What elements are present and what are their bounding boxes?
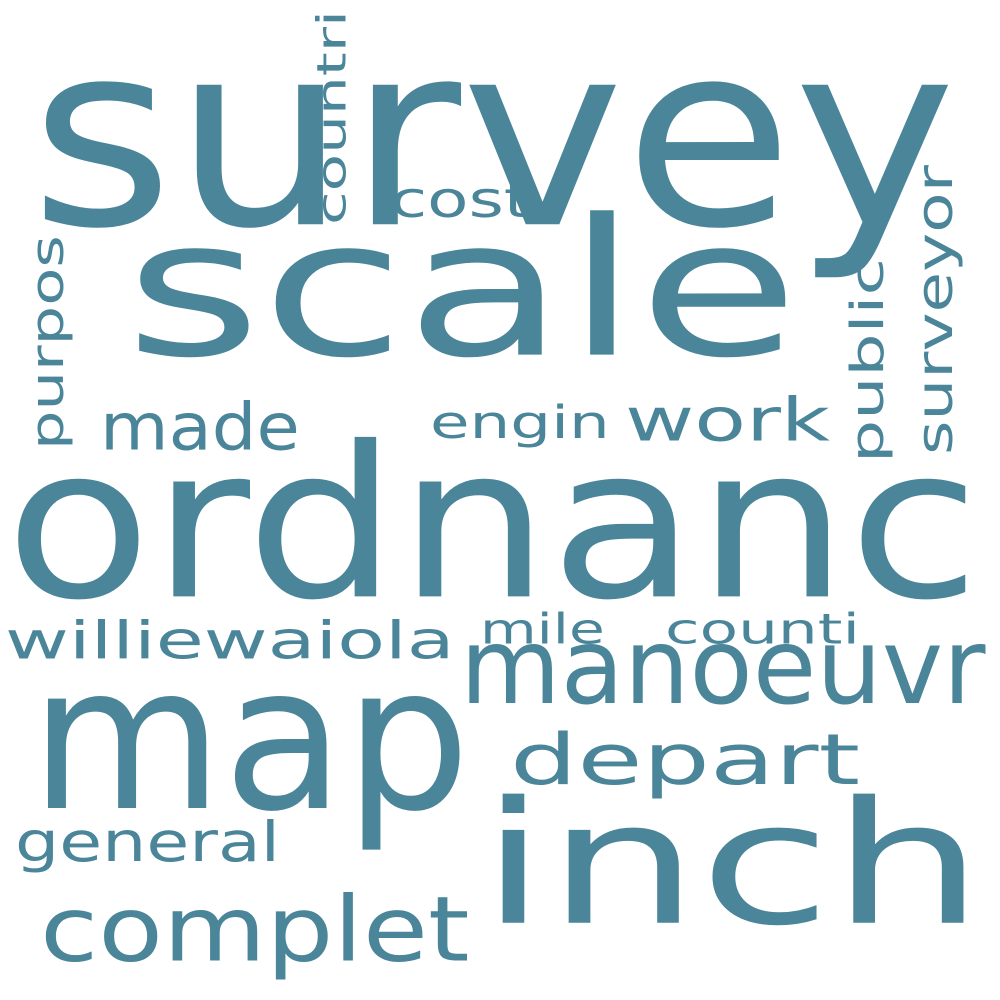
word-made: made bbox=[100, 389, 300, 466]
word-public: public bbox=[840, 258, 894, 463]
word-work: work bbox=[625, 384, 830, 455]
word-engin: engin bbox=[430, 395, 610, 449]
word-mile: mile bbox=[480, 604, 605, 654]
word-map: map bbox=[30, 622, 471, 856]
word-complet: complet bbox=[40, 876, 470, 983]
word-manoeuvr: manoeuvr bbox=[460, 605, 986, 729]
word-purpos: purpos bbox=[20, 235, 74, 450]
word-general: general bbox=[15, 810, 281, 875]
word-williewaiola: williewaiola bbox=[5, 610, 455, 672]
word-cost: cost bbox=[390, 170, 531, 229]
word-ordnanc: ordnanc bbox=[5, 401, 981, 647]
word-counti: counti bbox=[665, 604, 860, 654]
word-depart: depart bbox=[510, 718, 861, 801]
word-countri: countri bbox=[308, 9, 356, 225]
word-scale: scale bbox=[125, 177, 800, 401]
word-surveyor: surveyor bbox=[905, 165, 965, 455]
word-survey: survey bbox=[30, 0, 957, 286]
word-inch: inch bbox=[480, 764, 984, 964]
